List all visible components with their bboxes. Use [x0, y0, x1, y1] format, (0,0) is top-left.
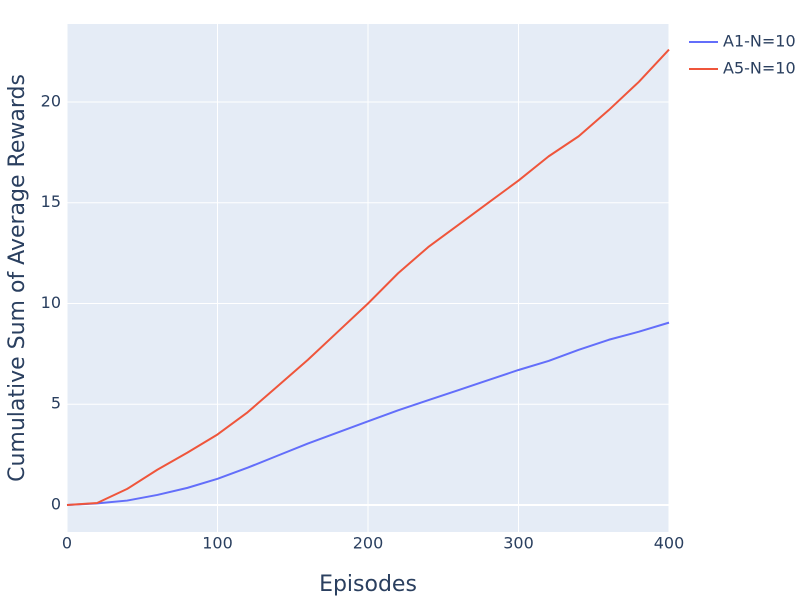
x-axis-title: Episodes — [319, 572, 417, 597]
series-line — [66, 48, 670, 506]
x-tick-label: 300 — [503, 534, 534, 553]
y-tick-label: 10 — [41, 293, 61, 312]
y-axis-title: Cumulative Sum of Average Rewards — [5, 74, 30, 482]
y-tick-label: 0 — [51, 494, 61, 513]
grid — [66, 24, 670, 532]
series-line — [66, 321, 670, 506]
lines — [66, 48, 670, 506]
x-tick-label: 400 — [654, 534, 685, 553]
y-tick-label: 5 — [51, 394, 61, 413]
x-tick-label: 200 — [353, 534, 384, 553]
x-tick-label: 0 — [62, 534, 72, 553]
y-tick-label: 15 — [41, 192, 61, 211]
legend-label: A5-N=10 — [723, 59, 796, 78]
y-tick-label: 20 — [41, 91, 61, 110]
legend-label: A1-N=10 — [723, 32, 796, 51]
x-tick-label: 100 — [202, 534, 233, 553]
